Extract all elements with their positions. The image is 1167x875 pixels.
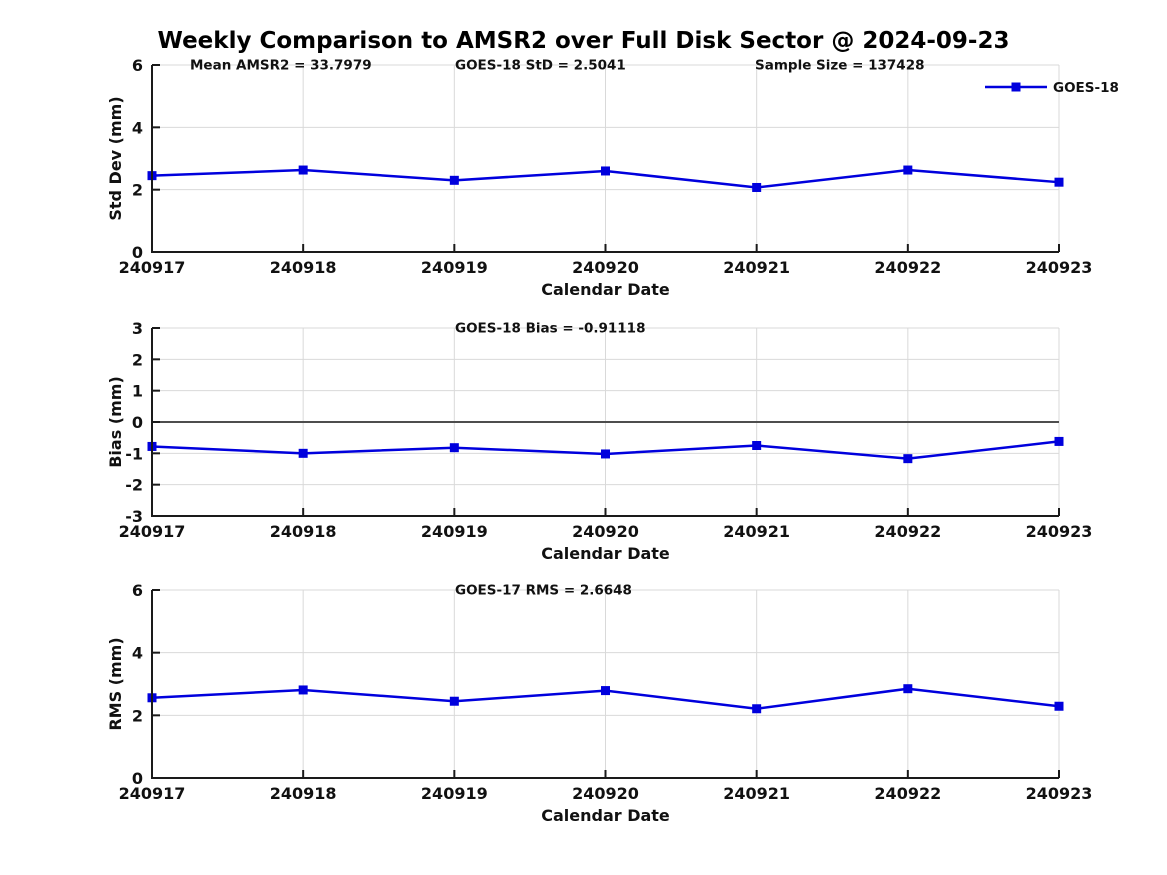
- subplot-rms: 0 2 4 6 240917 240918 240919 240920 240921 240922…: [106, 581, 1092, 825]
- y-tick-label: 3: [132, 319, 143, 338]
- x-tick-label: 240921: [723, 784, 790, 803]
- x-tick-label: 240919: [421, 258, 488, 277]
- x-tick-label: 240919: [421, 784, 488, 803]
- y-tick-label: 0: [132, 769, 143, 788]
- x-axis-title: Calendar Date: [541, 806, 670, 825]
- y-tick-label: 0: [132, 413, 143, 432]
- annotation: GOES-17 RMS = 2.6648: [455, 583, 632, 599]
- data-point-marker: [449, 443, 459, 453]
- data-point-marker: [752, 182, 762, 192]
- data-point-marker: [601, 449, 610, 459]
- y-tick-label: 4: [132, 644, 143, 663]
- data-point-marker: [298, 165, 308, 175]
- annotation: Mean AMSR2 = 33.7979: [190, 58, 372, 74]
- x-tick-label: 240920: [572, 522, 639, 541]
- y-tick-label: 2: [132, 181, 143, 200]
- data-point-marker: [298, 685, 308, 695]
- subplot-bias: -3 -2 -1 0 1 2 3 240917 240918 240919 240920 240921…: [106, 319, 1092, 563]
- data-point-marker: [903, 684, 913, 694]
- data-point-marker: [903, 165, 913, 175]
- y-axis-title: Std Dev (mm): [106, 96, 125, 220]
- y-tick-label: -2: [125, 476, 143, 495]
- x-tick-label: 240921: [723, 522, 790, 541]
- x-tick-label: 240917: [119, 258, 186, 277]
- x-tick-label: 240920: [572, 784, 639, 803]
- x-tick-label: 240923: [1026, 258, 1093, 277]
- x-axis-title: Calendar Date: [541, 544, 670, 563]
- legend-label: GOES-18: [1053, 80, 1119, 96]
- x-tick-label: 240920: [572, 258, 639, 277]
- x-tick-label: 240922: [874, 258, 941, 277]
- data-point-marker: [1054, 701, 1064, 711]
- data-point-marker: [601, 166, 610, 176]
- x-tick-label: 240922: [874, 522, 941, 541]
- y-tick-label: 2: [132, 706, 143, 725]
- x-tick-label: 240917: [119, 784, 186, 803]
- x-tick-label: 240918: [270, 784, 337, 803]
- x-tick-label: 240918: [270, 258, 337, 277]
- annotation: GOES-18 Bias = -0.91118: [455, 321, 645, 337]
- data-point-marker: [601, 686, 610, 696]
- data-point-marker: [752, 441, 762, 450]
- y-tick-label: 6: [132, 581, 143, 600]
- y-tick-label: 2: [132, 350, 143, 369]
- y-tick-label: 0: [132, 243, 143, 262]
- data-point-marker: [1054, 436, 1064, 446]
- x-tick-label: 240917: [119, 522, 186, 541]
- x-tick-label: 240921: [723, 258, 790, 277]
- subplot-std-dev: 0 2 4 6 240917 240918 240919 240920 240921 240922…: [106, 56, 1119, 299]
- x-tick-label: 240923: [1026, 522, 1093, 541]
- data-point-marker: [1054, 177, 1064, 187]
- annotation: Sample Size = 137428: [755, 58, 924, 74]
- x-tick-label: 240918: [270, 522, 337, 541]
- x-tick-label: 240922: [874, 784, 941, 803]
- data-point-marker: [298, 448, 308, 458]
- x-tick-label: 240923: [1026, 784, 1093, 803]
- y-axis-title: Bias (mm): [106, 376, 125, 468]
- y-tick-label: 4: [132, 118, 143, 137]
- x-axis-title: Calendar Date: [541, 280, 670, 299]
- y-tick-label: 1: [132, 382, 143, 401]
- y-axis-title: RMS (mm): [106, 637, 125, 730]
- data-point-marker: [449, 175, 459, 185]
- y-tick-label: -1: [125, 444, 143, 463]
- figure-title: Weekly Comparison to AMSR2 over Full Dis…: [157, 28, 1010, 54]
- data-point-marker: [449, 696, 459, 706]
- data-point-marker: [752, 704, 762, 714]
- annotation: GOES-18 StD = 2.5041: [455, 58, 626, 74]
- legend-marker: [1011, 82, 1021, 92]
- y-tick-label: -3: [125, 507, 143, 526]
- data-point-marker: [903, 454, 913, 464]
- legend: GOES-18: [985, 80, 1119, 96]
- y-tick-label: 6: [132, 56, 143, 75]
- x-tick-label: 240919: [421, 522, 488, 541]
